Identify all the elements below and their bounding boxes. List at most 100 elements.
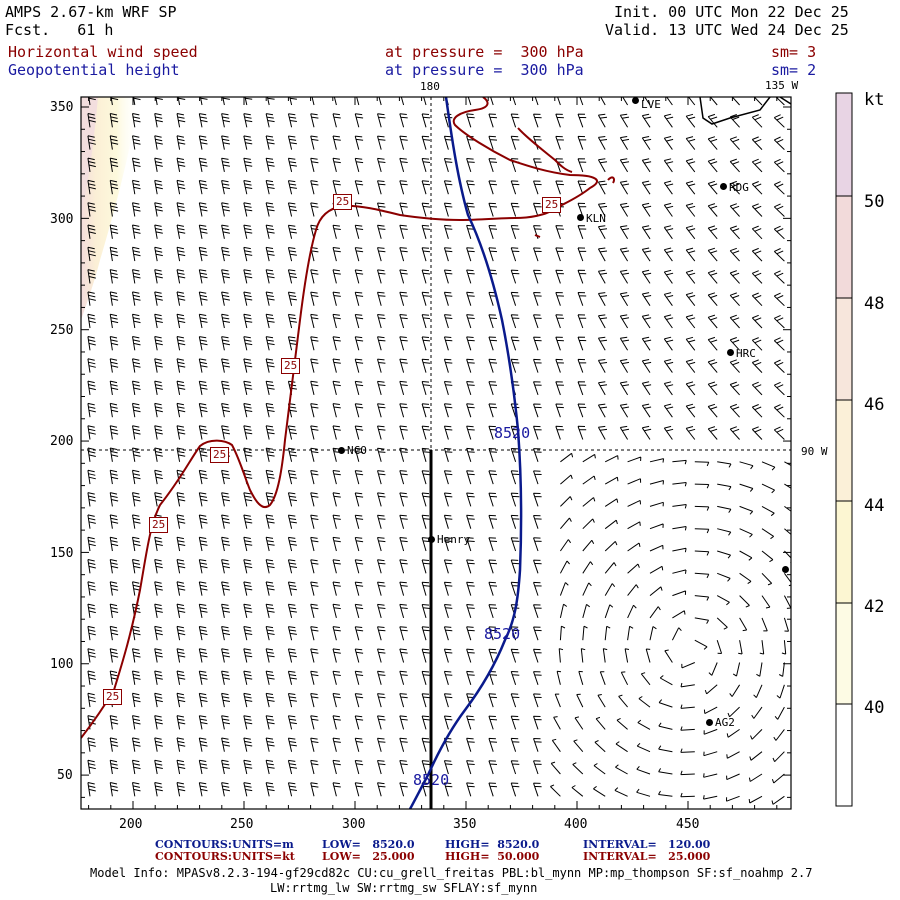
wind-barb: [265, 447, 275, 462]
wind-barb: [287, 759, 297, 775]
wind-barb: [466, 113, 475, 128]
wind-barb: [751, 203, 763, 217]
wind-barb: [707, 270, 718, 284]
wind-barb: [87, 135, 96, 150]
wind-barb: [198, 180, 208, 195]
wind-barb: [560, 452, 574, 463]
wind-barb: [421, 581, 431, 596]
wind-barb: [577, 225, 587, 239]
wind-barb: [377, 693, 386, 708]
wind-barb: [488, 448, 498, 462]
wind-barb: [176, 113, 186, 128]
wind-barb: [641, 113, 652, 128]
wind-barb: [694, 617, 710, 624]
wind-barb: [421, 291, 431, 306]
wind-barb: [559, 625, 566, 641]
wind-barb: [87, 269, 96, 284]
wind-barb: [221, 403, 230, 418]
field2-smoothing: sm= 2: [771, 61, 817, 79]
wind-barb: [773, 381, 785, 396]
wind-barb: [645, 648, 651, 663]
wind-barb: [604, 476, 619, 485]
wind-barb: [287, 693, 297, 708]
wind-barb: [399, 157, 408, 173]
wind-barb: [726, 728, 740, 738]
wind-barb: [155, 97, 163, 106]
wind-barb: [198, 157, 208, 172]
wind-barb: [618, 694, 628, 708]
wind-barb: [510, 737, 520, 752]
wind-barb: [399, 559, 408, 574]
y-tick-label-200: 200: [50, 434, 74, 449]
wind-barb: [641, 359, 652, 373]
station-label: NCO: [347, 444, 367, 457]
wind-barb: [198, 715, 208, 730]
wind-barb: [221, 670, 230, 685]
wind-barb: [222, 97, 230, 106]
wind-barb: [287, 202, 297, 217]
wind-barb: [310, 737, 319, 752]
wind-barb: [87, 759, 96, 775]
wind-barb: [751, 270, 763, 284]
wind-barb: [577, 247, 587, 262]
wind-barb: [577, 269, 587, 284]
wind-barb: [466, 447, 475, 462]
wind-barb: [109, 536, 119, 552]
wind-barb: [265, 514, 275, 529]
wind-barb: [198, 648, 208, 663]
wind-barb: [533, 247, 542, 262]
wind-barb: [729, 359, 740, 373]
wind-barb: [558, 648, 564, 663]
wind-barb: [154, 380, 163, 395]
wind-barb: [154, 113, 163, 128]
wind-barb: [154, 759, 163, 775]
wind-barb: [332, 559, 341, 574]
wind-barb: [265, 157, 275, 173]
wind-barb: [154, 358, 163, 373]
y-tick-label-300: 300: [50, 212, 74, 227]
wind-barb: [773, 426, 785, 440]
wind-barb: [399, 537, 408, 552]
wind-barb: [132, 469, 141, 485]
wind-barb: [221, 224, 230, 239]
wind-barb: [221, 135, 230, 150]
contours-height-interval: INTERVAL= 120.00: [583, 838, 711, 851]
wind-barb: [198, 380, 208, 395]
wind-barb: [707, 426, 718, 440]
wind-barb: [399, 425, 408, 440]
wind-barb: [751, 225, 763, 240]
wind-barb: [243, 670, 253, 685]
wind-barb: [265, 782, 275, 797]
wind-barb: [443, 381, 453, 396]
wind-barb: [466, 670, 475, 685]
wind-barb: [582, 582, 592, 596]
wind-barb: [354, 358, 364, 373]
x-tick-label-350: 350: [453, 817, 477, 832]
wind-barb: [132, 246, 141, 262]
wind-barb: [604, 541, 618, 552]
wind-barb: [773, 158, 785, 173]
wind-barb: [555, 269, 564, 284]
wind-barb: [311, 97, 315, 106]
wind-barb: [377, 492, 386, 507]
wind-barb: [533, 314, 542, 329]
wind-barb: [649, 606, 661, 619]
wind-barb: [265, 737, 275, 752]
wind-barb: [421, 247, 431, 262]
wind-barb: [582, 453, 596, 463]
wind-barb: [399, 581, 408, 596]
wind-barb: [466, 514, 475, 529]
wind-barb: [577, 292, 587, 306]
wind-barb: [641, 247, 652, 262]
wind-barb: [354, 603, 364, 619]
wind-barb: [87, 336, 96, 351]
wind-barb: [265, 180, 275, 195]
wind-barb: [510, 202, 520, 217]
wind-barb: [265, 559, 275, 574]
wind-barb: [597, 425, 608, 440]
wind-barb: [620, 671, 629, 686]
station-label: AG2: [715, 716, 735, 729]
wind-barb: [354, 514, 364, 529]
wind-barb: [640, 672, 651, 686]
wind-barb: [310, 135, 319, 150]
